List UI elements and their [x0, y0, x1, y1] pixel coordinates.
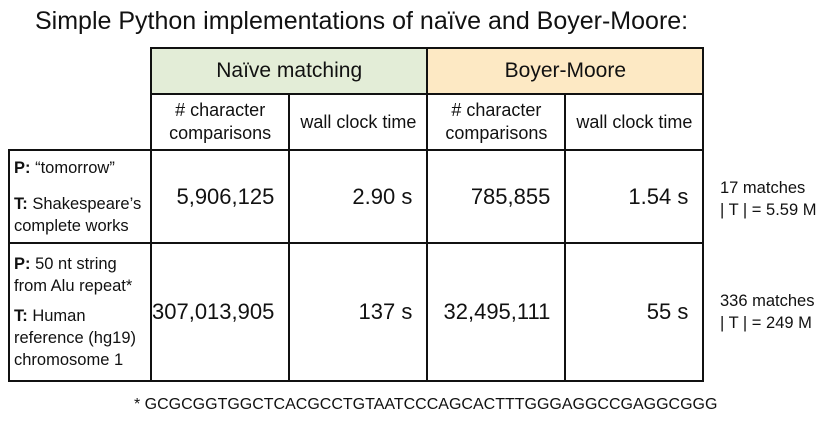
- pattern-line: P: 50 nt string from Alu repeat*: [14, 253, 146, 297]
- bm-comparisons-value: 32,495,111: [426, 242, 567, 382]
- comparisons-header-line1: # character: [451, 100, 542, 120]
- naive-comparisons-value: 307,013,905: [149, 242, 291, 382]
- text-description: Shakespeare’s complete works: [14, 194, 142, 235]
- bm-comparisons-value: 785,855: [426, 149, 567, 244]
- match-count: 336 matches: [720, 292, 815, 310]
- text-label: T:: [14, 307, 28, 325]
- comparison-table: Naïve matching Boyer-Moore # character c…: [8, 47, 705, 382]
- subheader-row: # character comparisons wall clock time …: [9, 93, 705, 151]
- bm-time-value: 55 s: [564, 242, 705, 382]
- bm-time-value: 1.54 s: [564, 149, 705, 244]
- naive-time-value: 2.90 s: [288, 149, 429, 244]
- naive-matching-header: Naïve matching: [149, 47, 429, 95]
- pattern-label: P:: [14, 255, 31, 273]
- row-label: P: “tomorrow” T: Shakespeare’s complete …: [8, 149, 152, 244]
- pattern-line: P: “tomorrow”: [14, 157, 146, 179]
- comparisons-header-line2: comparisons: [445, 123, 548, 143]
- alu-sequence-footnote: * GCGCGGTGGCTCACGCCTGTAATCCCAGCACTTTGGGA…: [134, 396, 718, 413]
- table-row: P: 50 nt string from Alu repeat* T: Huma…: [8, 242, 705, 382]
- text-length: | T | = 5.59 M: [720, 201, 817, 219]
- naive-comparisons-header: # character comparisons: [149, 93, 291, 151]
- row-label: P: 50 nt string from Alu repeat* T: Huma…: [8, 242, 152, 382]
- naive-wall-clock-header: wall clock time: [288, 93, 429, 151]
- match-count: 17 matches: [720, 179, 806, 197]
- text-length: | T | = 249 M: [720, 314, 812, 332]
- bm-comparisons-header: # character comparisons: [426, 93, 567, 151]
- row2-side-note: 336 matches | T | = 249 M: [720, 290, 814, 334]
- corner-blank-2: [9, 94, 151, 150]
- pattern-label: P:: [14, 158, 31, 177]
- group-header-row: Naïve matching Boyer-Moore: [9, 47, 705, 95]
- naive-time-value: 137 s: [288, 242, 429, 382]
- boyer-moore-header: Boyer-Moore: [426, 47, 705, 95]
- pattern-text: 50 nt string from Alu repeat*: [14, 255, 133, 295]
- bm-wall-clock-header: wall clock time: [564, 93, 705, 151]
- corner-blank: [9, 48, 151, 94]
- table-row: P: “tomorrow” T: Shakespeare’s complete …: [8, 149, 705, 244]
- text-description: Human reference (hg19) chromosome 1: [14, 307, 136, 369]
- comparisons-header-line1: # character: [175, 100, 266, 120]
- pattern-text: “tomorrow”: [30, 158, 115, 177]
- text-label: T:: [14, 194, 28, 213]
- comparisons-header-line2: comparisons: [169, 123, 272, 143]
- row1-side-note: 17 matches | T | = 5.59 M: [720, 177, 816, 221]
- naive-comparisons-value: 5,906,125: [149, 149, 291, 244]
- text-line: T: Shakespeare’s complete works: [14, 193, 146, 237]
- page-title: Simple Python implementations of naïve a…: [35, 7, 689, 35]
- text-line: T: Human reference (hg19) chromosome 1: [14, 305, 146, 371]
